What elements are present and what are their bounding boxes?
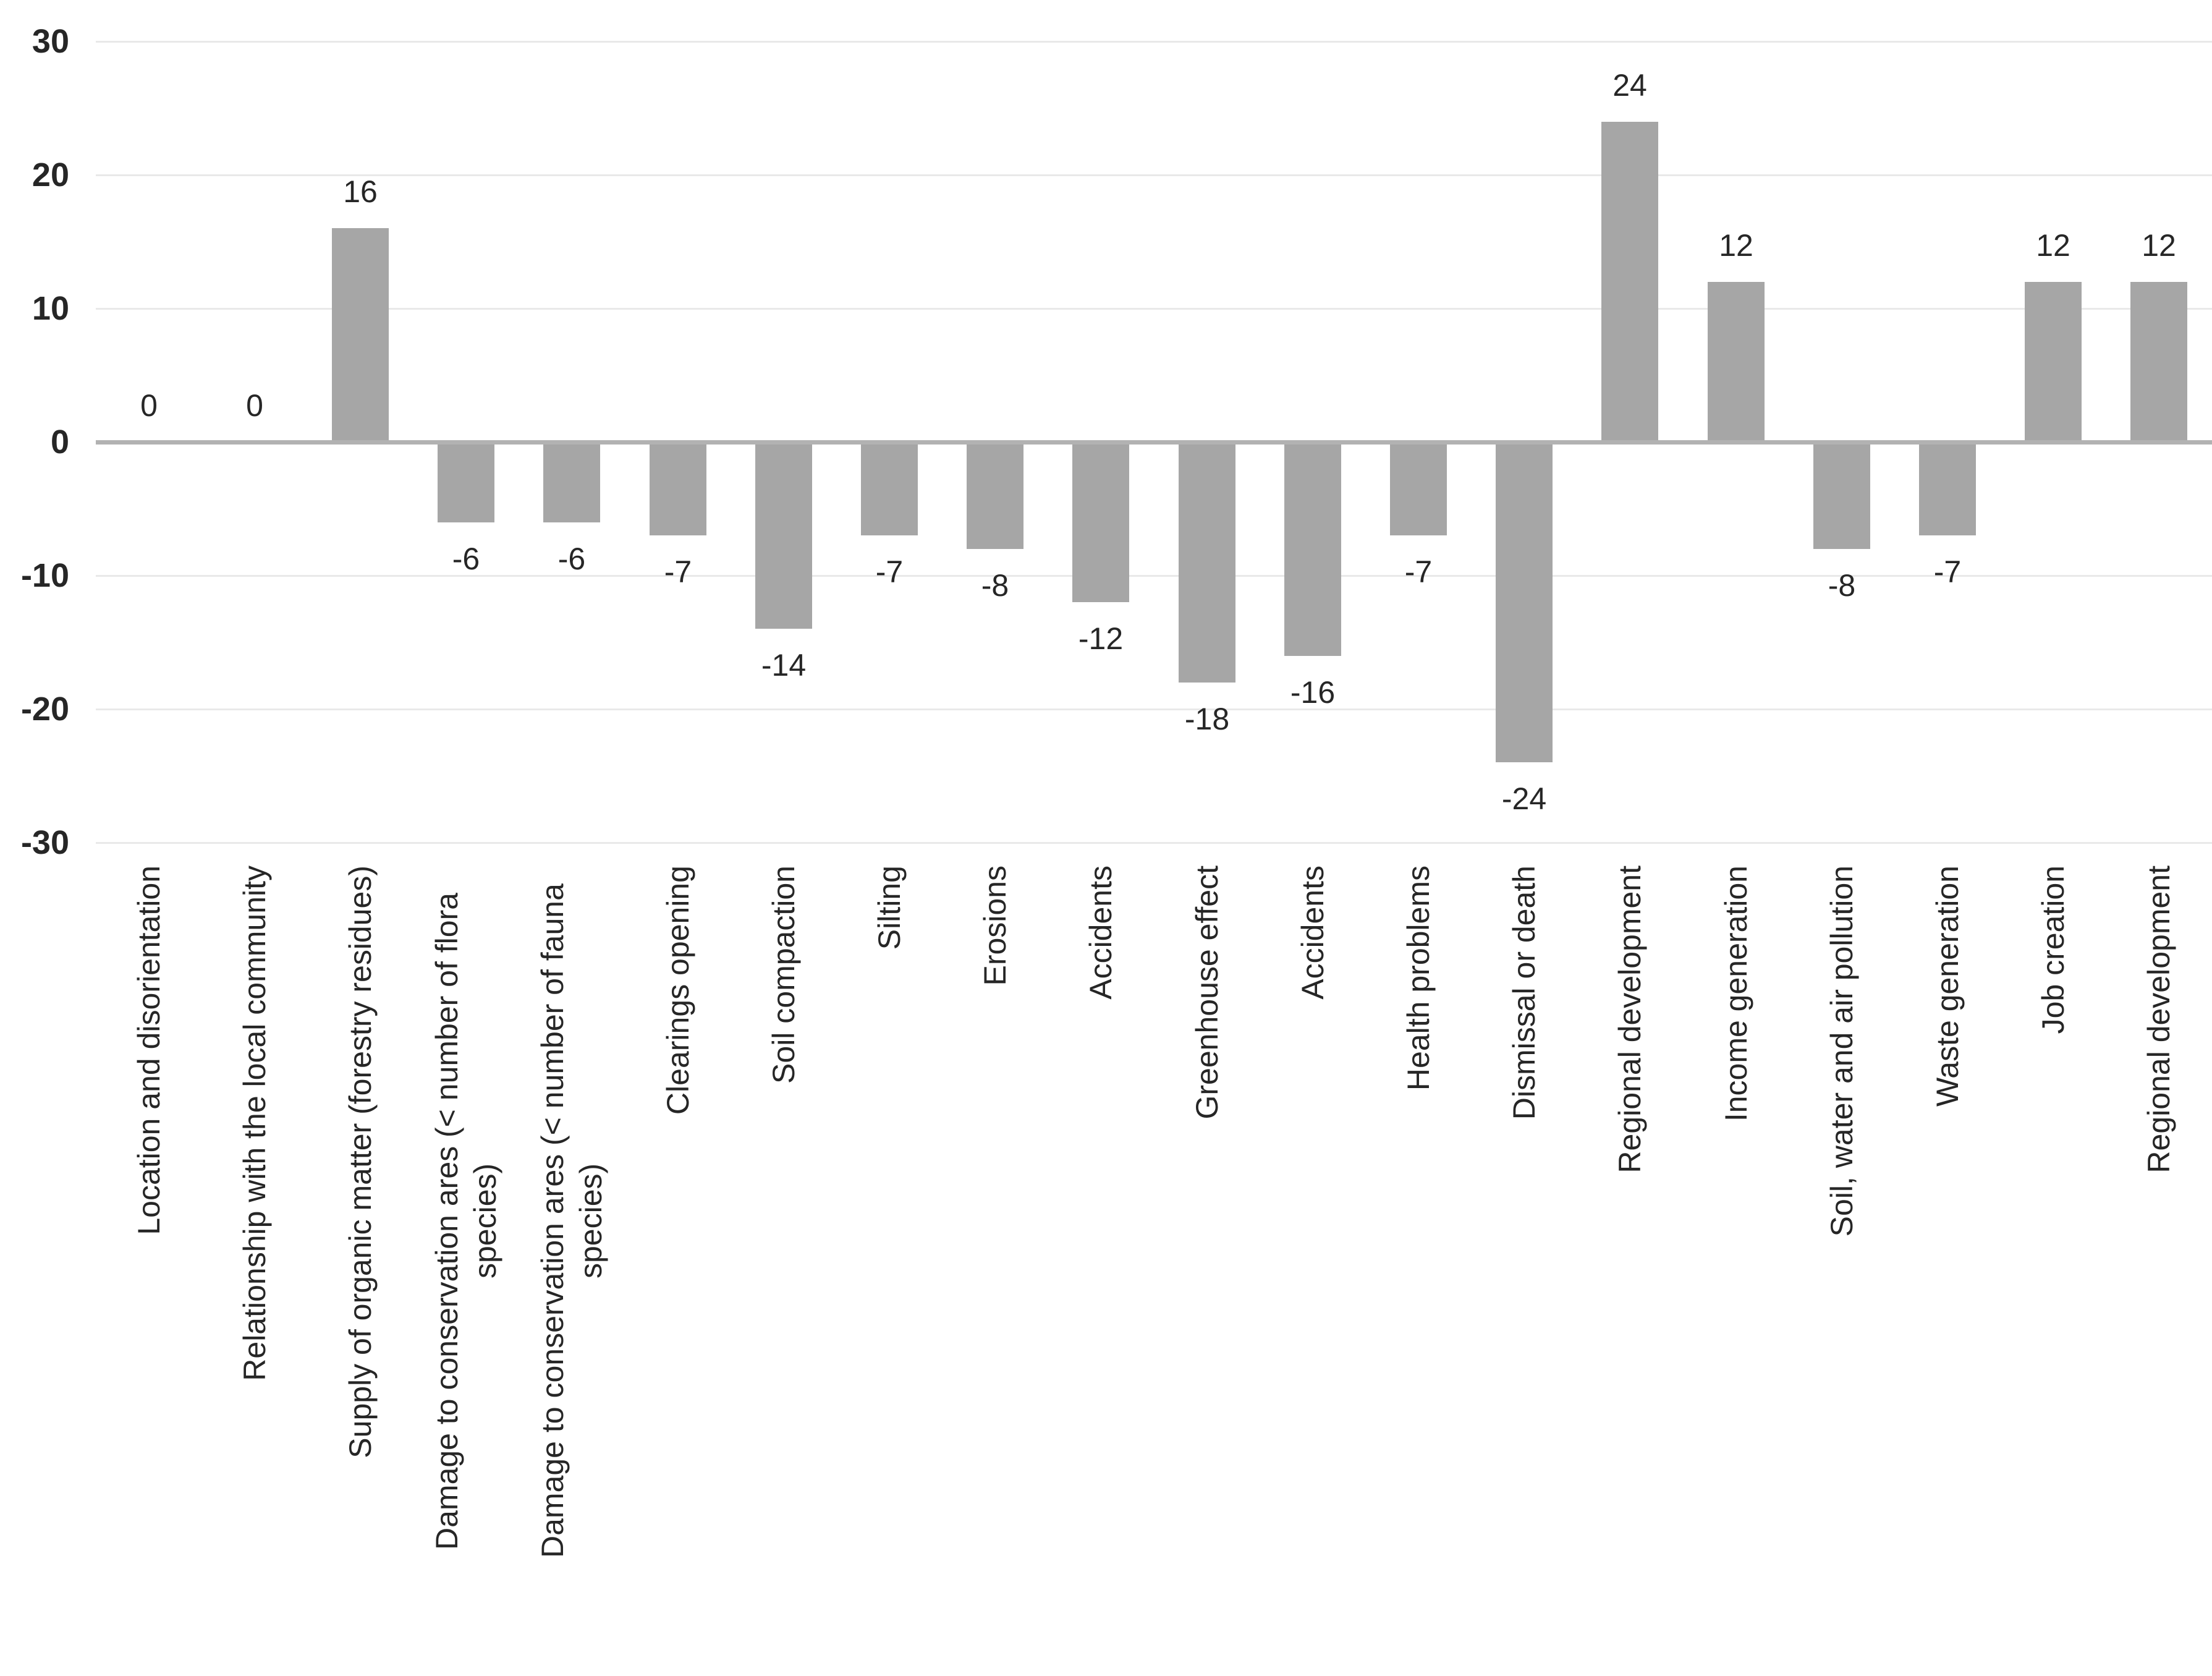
bar-value-label: 12 xyxy=(2036,228,2070,263)
category-label: Dismissal or death xyxy=(1507,866,1541,1120)
bar xyxy=(1284,442,1341,656)
bar-value-label: 0 xyxy=(140,388,158,423)
category-label: Accidents xyxy=(1083,866,1118,1000)
y-axis-tick-label: 0 xyxy=(50,423,69,461)
bar xyxy=(1496,442,1553,762)
category-label: Greenhouse effect xyxy=(1190,866,1224,1120)
bar xyxy=(1390,442,1447,535)
gridline xyxy=(96,41,2212,43)
category-label: Health problems xyxy=(1401,866,1436,1091)
category-label: Silting xyxy=(872,866,907,950)
bar xyxy=(1179,442,1235,683)
gridline xyxy=(96,174,2212,176)
bar-value-label: -8 xyxy=(981,568,1009,603)
category-label: Erosions xyxy=(978,866,1012,986)
bar-value-label: 12 xyxy=(1719,228,1753,263)
bar xyxy=(1919,442,1976,535)
bar-value-label: 16 xyxy=(343,174,378,209)
y-axis-tick-label: 20 xyxy=(32,156,69,194)
bar xyxy=(650,442,706,535)
category-label: Soil compaction xyxy=(766,866,801,1084)
bar xyxy=(1601,122,1658,442)
bar-value-label: -12 xyxy=(1078,621,1124,656)
category-label: Job creation xyxy=(2036,866,2070,1034)
category-label: Clearings opening xyxy=(661,866,695,1115)
bar xyxy=(1072,442,1129,602)
bar-value-label: 12 xyxy=(2142,228,2176,263)
gridline xyxy=(96,308,2212,310)
y-axis-tick-label: -20 xyxy=(20,691,69,728)
gridline xyxy=(96,708,2212,710)
bar-value-label: -7 xyxy=(1404,555,1433,589)
bar-value-label: -6 xyxy=(557,542,586,576)
category-label: Damage to conservation ares (< number of… xyxy=(430,892,502,1550)
bar xyxy=(755,442,812,629)
bar xyxy=(967,442,1023,549)
category-label: Damage to conservation ares (< number of… xyxy=(535,883,608,1559)
category-label: Location and disorientation xyxy=(132,866,166,1235)
y-axis-tick-label: -10 xyxy=(20,557,69,594)
bar-value-label: -7 xyxy=(664,555,692,589)
bar-value-label: -7 xyxy=(875,555,904,589)
category-label: Income generation xyxy=(1719,866,1753,1122)
bar xyxy=(2130,282,2187,442)
gridline xyxy=(96,842,2212,844)
bar xyxy=(1708,282,1765,442)
category-label: Regional development xyxy=(2142,866,2176,1173)
bar xyxy=(861,442,918,535)
category-label: Regional development xyxy=(1612,866,1647,1173)
bar-value-label: -24 xyxy=(1501,781,1547,816)
y-axis-tick-label: 10 xyxy=(32,290,69,327)
bar-value-label: -16 xyxy=(1290,675,1336,710)
bar xyxy=(1813,442,1870,549)
category-label: Accidents xyxy=(1295,866,1330,1000)
bar-value-label: -7 xyxy=(1933,555,1962,589)
bar xyxy=(2025,282,2082,442)
bar xyxy=(438,442,494,522)
zero-axis-line xyxy=(96,440,2212,445)
category-label: Soil, water and air pollution xyxy=(1824,866,1859,1237)
category-label: Supply of organic matter (forestry resid… xyxy=(343,866,378,1458)
y-axis-tick-label: 30 xyxy=(32,23,69,60)
category-label: Relationship with the local community xyxy=(237,866,272,1381)
bar-value-label: 0 xyxy=(246,388,263,423)
bar xyxy=(332,228,389,442)
gridline xyxy=(96,575,2212,577)
bar-value-label: 24 xyxy=(1612,68,1647,103)
bar-value-label: -18 xyxy=(1184,702,1230,736)
bar-value-label: -6 xyxy=(452,542,480,576)
bar-value-label: -8 xyxy=(1828,568,1856,603)
bar-value-label: -14 xyxy=(761,648,807,683)
y-axis-tick-label: -30 xyxy=(20,824,69,861)
bar xyxy=(543,442,600,522)
category-label: Waste generation xyxy=(1930,866,1965,1107)
